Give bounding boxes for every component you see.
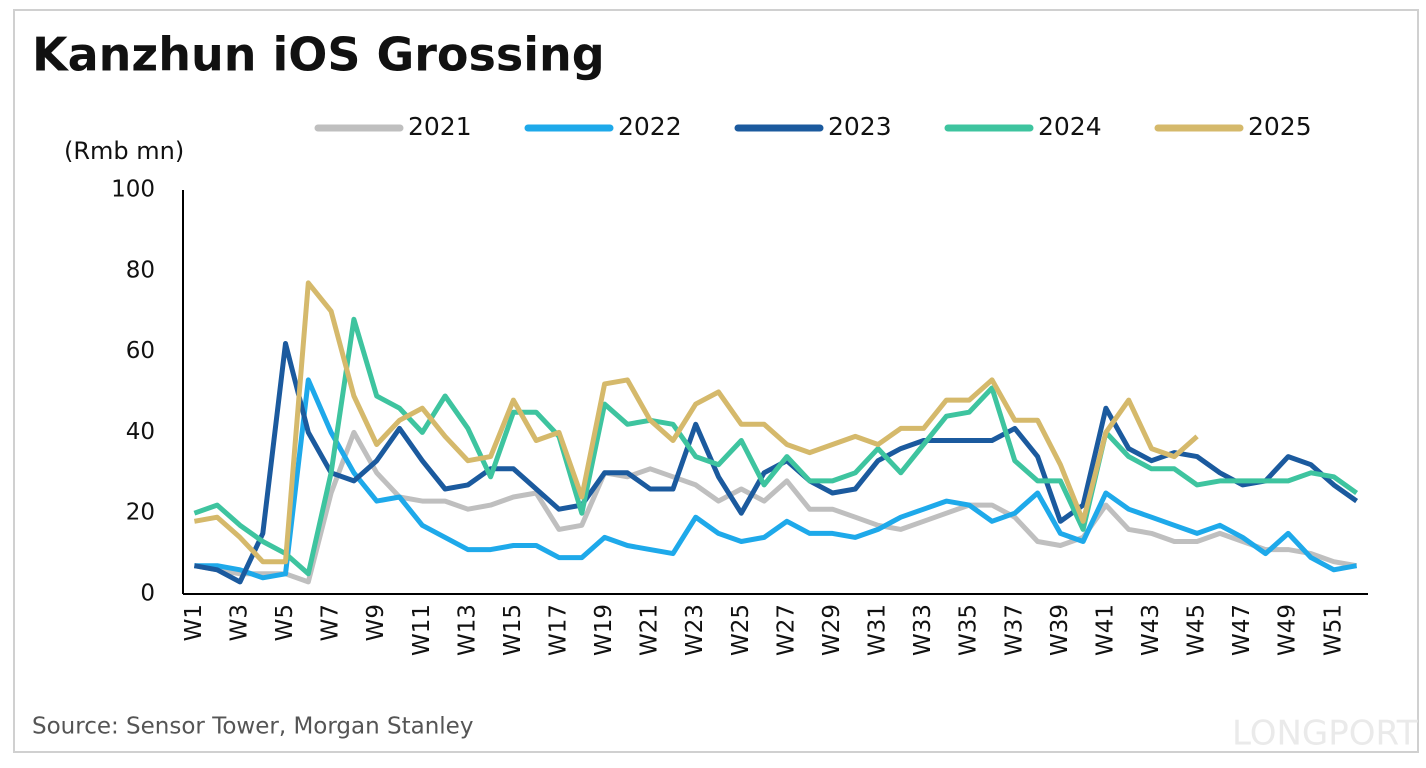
x-tick-label: W7 — [318, 604, 344, 641]
y-tick-label: 100 — [111, 177, 155, 203]
x-tick-label: W15 — [500, 604, 526, 656]
y-tick-label: 20 — [126, 500, 155, 526]
x-tick-label: W1 — [181, 604, 207, 641]
series-line — [193, 341, 1359, 585]
series-line — [193, 316, 1359, 577]
x-tick-label: W47 — [1229, 604, 1255, 656]
x-tick-label: W43 — [1138, 604, 1164, 656]
frame — [13, 9, 1419, 753]
x-tick-label: W5 — [272, 604, 298, 641]
x-tick-label: W45 — [1184, 604, 1210, 656]
x-tick-label: W39 — [1047, 604, 1073, 656]
y-tick-label: 60 — [126, 338, 155, 364]
source: Source: Sensor Tower, Morgan Stanley — [32, 714, 473, 740]
x-tick-label: W33 — [910, 604, 936, 656]
y-axis-label: (Rmb mn) — [64, 137, 184, 165]
legend-label: 2025 — [1248, 112, 1312, 141]
x-tick-label: W23 — [682, 604, 708, 656]
legend-label: 2021 — [408, 112, 472, 141]
x-tick-label: W11 — [409, 604, 435, 656]
legend-label: 2022 — [618, 112, 682, 141]
x-tick-label: W29 — [819, 604, 845, 656]
x-tick-label: W41 — [1092, 604, 1118, 656]
legend-label: 2023 — [828, 112, 892, 141]
x-tick-label: W17 — [546, 604, 572, 656]
series-line — [193, 280, 1199, 565]
series-line — [194, 377, 1358, 581]
watermark: LONGPORT — [1232, 714, 1418, 754]
x-tick-label: W21 — [637, 604, 663, 656]
x-tick-label: W49 — [1275, 604, 1301, 656]
legend-label: 2024 — [1038, 112, 1102, 141]
chart-title: Kanzhun iOS Grossing — [32, 28, 605, 82]
x-tick-label: W25 — [728, 604, 754, 656]
y-tick-label: 40 — [126, 419, 155, 445]
x-tick-label: W31 — [865, 604, 891, 656]
series-line — [193, 429, 1358, 585]
x-tick-label: W19 — [591, 604, 617, 656]
x-tick-label: W51 — [1320, 604, 1346, 656]
x-tick-label: W9 — [363, 604, 389, 641]
x-tick-label: W3 — [226, 604, 252, 641]
y-tick-label: 80 — [126, 257, 155, 283]
x-tick-label: W27 — [773, 604, 799, 656]
x-tick-label: W13 — [454, 604, 480, 656]
x-tick-label: W37 — [1001, 604, 1027, 656]
y-tick-label: 0 — [140, 581, 155, 607]
x-tick-label: W35 — [956, 604, 982, 656]
